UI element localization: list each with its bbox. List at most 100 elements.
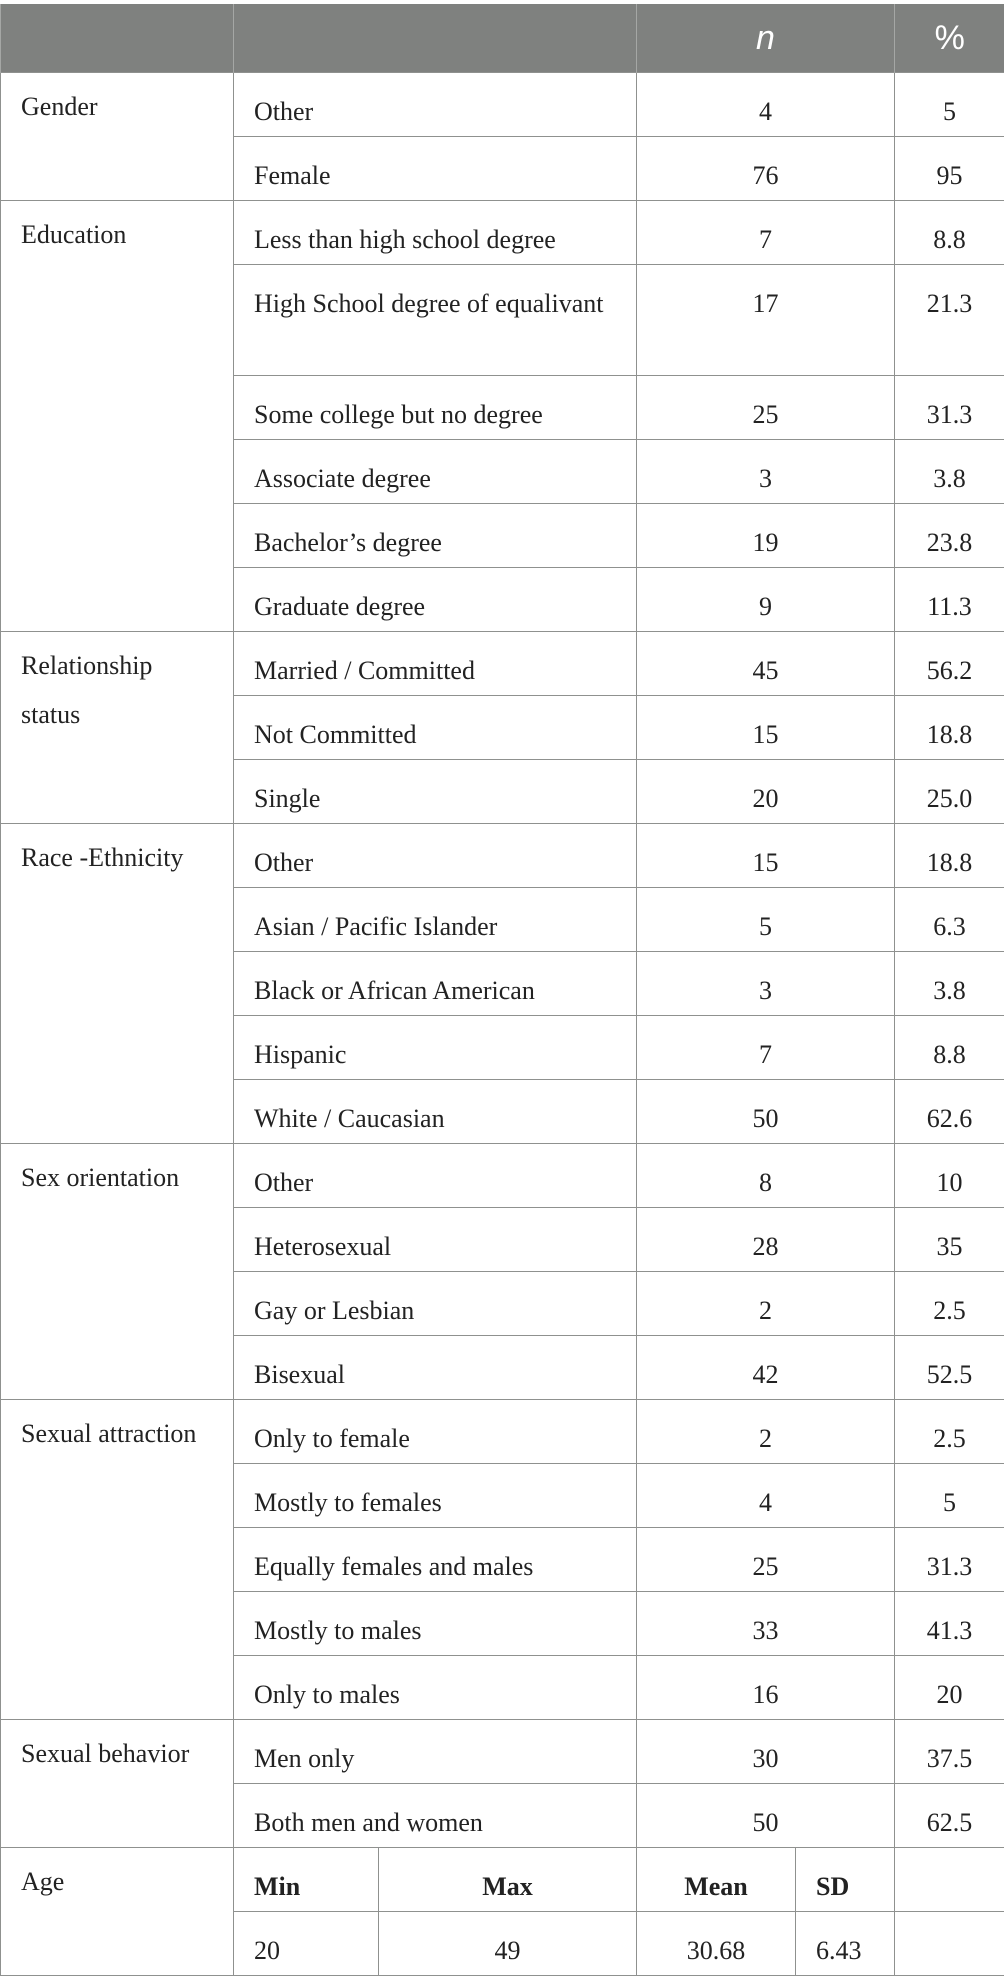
item-label: White / Caucasian [234,1080,637,1144]
age-max-value: 49 [379,1912,637,1976]
count-cell: 25 [637,1528,895,1592]
item-label: Bisexual [234,1336,637,1400]
percent-cell: 37.5 [895,1720,1004,1784]
header-percent: % [895,4,1004,73]
age-min-value: 20 [234,1912,379,1976]
percent-cell: 18.8 [895,696,1004,760]
percent-cell: 62.6 [895,1080,1004,1144]
category-cell: Gender [1,73,234,201]
header-n: n [637,4,895,73]
count-cell: 16 [637,1656,895,1720]
category-cell: Sex orientation [1,1144,234,1400]
category-cell: Education [1,201,234,632]
age-min-header: Min [234,1848,379,1912]
percent-cell: 35 [895,1208,1004,1272]
percent-cell: 5 [895,73,1004,137]
item-label: Other [234,73,637,137]
category-cell: Relationship status [1,632,234,824]
count-cell: 5 [637,888,895,952]
header-category [1,4,234,73]
age-empty-cell [895,1848,1004,1912]
percent-cell: 18.8 [895,824,1004,888]
item-label: High School degree of equalivant [234,265,637,376]
item-label: Gay or Lesbian [234,1272,637,1336]
item-label: Some college but no degree [234,376,637,440]
item-label: Mostly to males [234,1592,637,1656]
count-cell: 7 [637,201,895,265]
percent-cell: 31.3 [895,1528,1004,1592]
item-label: Hispanic [234,1016,637,1080]
item-label: Female [234,137,637,201]
count-cell: 4 [637,1464,895,1528]
category-cell: Age [1,1848,234,1976]
percent-cell: 62.5 [895,1784,1004,1848]
age-mean-value: 30.68 [637,1912,796,1976]
count-cell: 30 [637,1720,895,1784]
percent-cell: 2.5 [895,1400,1004,1464]
percent-cell: 2.5 [895,1272,1004,1336]
item-label: Men only [234,1720,637,1784]
percent-cell: 21.3 [895,265,1004,376]
item-label: Single [234,760,637,824]
item-label: Married / Committed [234,632,637,696]
item-label: Associate degree [234,440,637,504]
count-cell: 28 [637,1208,895,1272]
count-cell: 76 [637,137,895,201]
count-cell: 17 [637,265,895,376]
percent-cell: 52.5 [895,1336,1004,1400]
count-cell: 20 [637,760,895,824]
category-cell: Sexual behavior [1,1720,234,1848]
count-cell: 50 [637,1080,895,1144]
item-label: Only to female [234,1400,637,1464]
count-cell: 9 [637,568,895,632]
percent-cell: 41.3 [895,1592,1004,1656]
header-item [234,4,637,73]
count-cell: 2 [637,1272,895,1336]
percent-cell: 3.8 [895,440,1004,504]
age-sd-header: SD [796,1848,895,1912]
age-mean-header: Mean [637,1848,796,1912]
percent-cell: 25.0 [895,760,1004,824]
percent-cell: 10 [895,1144,1004,1208]
percent-cell: 23.8 [895,504,1004,568]
percent-cell: 11.3 [895,568,1004,632]
percent-cell: 56.2 [895,632,1004,696]
count-cell: 19 [637,504,895,568]
category-cell: Race -Ethnicity [1,824,234,1144]
category-cell: Sexual attraction [1,1400,234,1720]
percent-cell: 6.3 [895,888,1004,952]
item-label: Other [234,1144,637,1208]
item-label: Other [234,824,637,888]
percent-cell: 3.8 [895,952,1004,1016]
count-cell: 15 [637,696,895,760]
percent-cell: 5 [895,1464,1004,1528]
age-sd-value: 6.43 [796,1912,895,1976]
count-cell: 4 [637,73,895,137]
item-label: Only to males [234,1656,637,1720]
count-cell: 2 [637,1400,895,1464]
item-label: Equally females and males [234,1528,637,1592]
item-label: Bachelor’s degree [234,504,637,568]
count-cell: 3 [637,440,895,504]
percent-cell: 8.8 [895,201,1004,265]
percent-cell: 20 [895,1656,1004,1720]
item-label: Both men and women [234,1784,637,1848]
item-label: Less than high school degree [234,201,637,265]
count-cell: 3 [637,952,895,1016]
header-row: n % [1,4,1004,73]
percent-cell: 8.8 [895,1016,1004,1080]
item-label: Not Committed [234,696,637,760]
count-cell: 45 [637,632,895,696]
item-label: Mostly to females [234,1464,637,1528]
count-cell: 33 [637,1592,895,1656]
count-cell: 7 [637,1016,895,1080]
